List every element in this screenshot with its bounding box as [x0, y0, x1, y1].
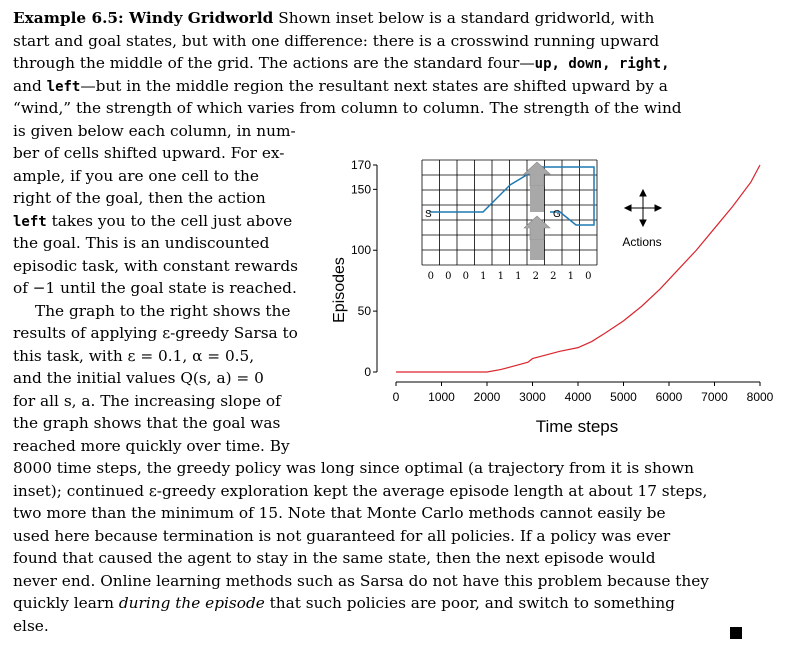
paragraph-line: ample, if you are one cell to the [13, 167, 259, 185]
x-tick-label: 7000 [701, 390, 728, 404]
text-line: —but in the middle region the resultant … [80, 77, 668, 95]
x-axis-label: Time steps [536, 417, 619, 436]
x-tick-label: 1000 [428, 390, 455, 404]
wind-arrow-icon [523, 161, 551, 212]
y-tick-label: 170 [351, 158, 371, 172]
text-line: quickly learn [13, 594, 119, 612]
wind-strength: 0 [428, 271, 434, 282]
paragraph-line: the goal. This is an undiscounted [13, 234, 270, 252]
paragraph-line: ber of cells shifted upward. For ex- [13, 144, 285, 162]
paragraph-line: Example 6.5: Windy Gridworld Shown inset… [13, 7, 654, 30]
text-line: through the middle of the grid. The acti… [13, 54, 535, 72]
paragraph-line: the graph shows that the goal was [13, 414, 281, 432]
paragraph-line: through the middle of the grid. The acti… [13, 52, 670, 76]
paragraph-line: results of applying ε-greedy Sarsa to [13, 324, 298, 342]
paragraph-line: and left—but in the middle region the re… [13, 75, 668, 99]
example-heading: Example 6.5: Windy Gridworld [13, 9, 274, 27]
wind-strength: 1 [568, 271, 574, 282]
wind-strength: 0 [463, 271, 469, 282]
paragraph-line: this task, with ε = 0.1, α = 0.5, [13, 347, 255, 365]
actions-cross-icon [623, 188, 663, 228]
chart-series [396, 164, 761, 373]
paragraph-line: left takes you to the cell just above [13, 210, 292, 234]
text-line: that such policies are poor, and switch … [264, 594, 675, 612]
x-tick-label: 2000 [474, 390, 501, 404]
paragraph-line: The graph to the right shows the [35, 302, 291, 320]
paragraph-line: 8000 time steps, the greedy policy was l… [13, 459, 694, 477]
actions-label: Actions [622, 235, 661, 249]
paragraph-line: inset); continued ε-greedy exploration k… [13, 482, 708, 500]
y-tick-label: 50 [358, 304, 372, 318]
paragraph-line: “wind,” the strength of which varies fro… [13, 99, 682, 117]
y-tick-label: 100 [351, 243, 371, 257]
paragraph-line: two more than the minimum of 15. Note th… [13, 504, 666, 522]
y-axis-label: Episodes [331, 257, 348, 323]
end-of-example-mark [730, 627, 742, 639]
x-tick-label: 4000 [565, 390, 592, 404]
wind-arrow-icon [523, 215, 551, 260]
y-tick-label: 0 [364, 365, 371, 379]
wind-strength: 0 [585, 271, 591, 282]
paragraph-line: start and goal states, but with one diff… [13, 32, 660, 50]
left-code: left [46, 79, 81, 95]
x-tick-label: 5000 [610, 390, 637, 404]
episodes-line [396, 164, 761, 373]
paragraph-line: quickly learn during the episode that su… [13, 592, 675, 615]
paragraph-line: reached more quickly over time. By [13, 437, 290, 455]
x-tick-label: 0 [393, 390, 400, 404]
start-label: S [425, 209, 432, 220]
paragraph-line: used here because termination is not gua… [13, 527, 671, 545]
paragraph-line: for all s, a. The increasing slope of [13, 392, 281, 410]
paragraph-line: never end. Online learning methods such … [13, 572, 709, 590]
goal-label: G [553, 209, 561, 220]
paragraph-line: of −1 until the goal state is reached. [13, 279, 297, 297]
wind-strength: 1 [480, 271, 486, 282]
left-code: left [13, 214, 47, 230]
gridworld-grid [421, 159, 598, 266]
x-tick-label: 3000 [519, 390, 546, 404]
paragraph-line: and the initial values Q(s, a) = 0 [13, 369, 264, 387]
x-tick-label: 8000 [747, 390, 774, 404]
emphasis: during the episode [118, 594, 265, 612]
wind-strength: 1 [515, 271, 521, 282]
paragraph-line: right of the goal, then the action [13, 189, 266, 207]
paragraph-line: episodic task, with constant rewards [13, 257, 299, 275]
paragraph-line: else. [13, 617, 49, 635]
y-tick-label: 150 [351, 182, 371, 196]
text-line: and [13, 77, 47, 95]
wind-strength: 2 [550, 271, 556, 282]
paragraph-line: is given below each column, in num- [13, 122, 296, 140]
optimal-trajectory [429, 166, 595, 226]
paragraph-line: found that caused the agent to stay in t… [13, 549, 656, 567]
text-line: Shown inset below is a standard gridworl… [278, 9, 655, 27]
wind-strength: 1 [498, 271, 504, 282]
actions-code: up, down, right, [534, 56, 670, 72]
wind-strength: 0 [445, 271, 451, 282]
x-tick-label: 6000 [656, 390, 683, 404]
text-line: takes you to the cell just above [46, 212, 293, 230]
wind-strength: 2 [533, 271, 539, 282]
